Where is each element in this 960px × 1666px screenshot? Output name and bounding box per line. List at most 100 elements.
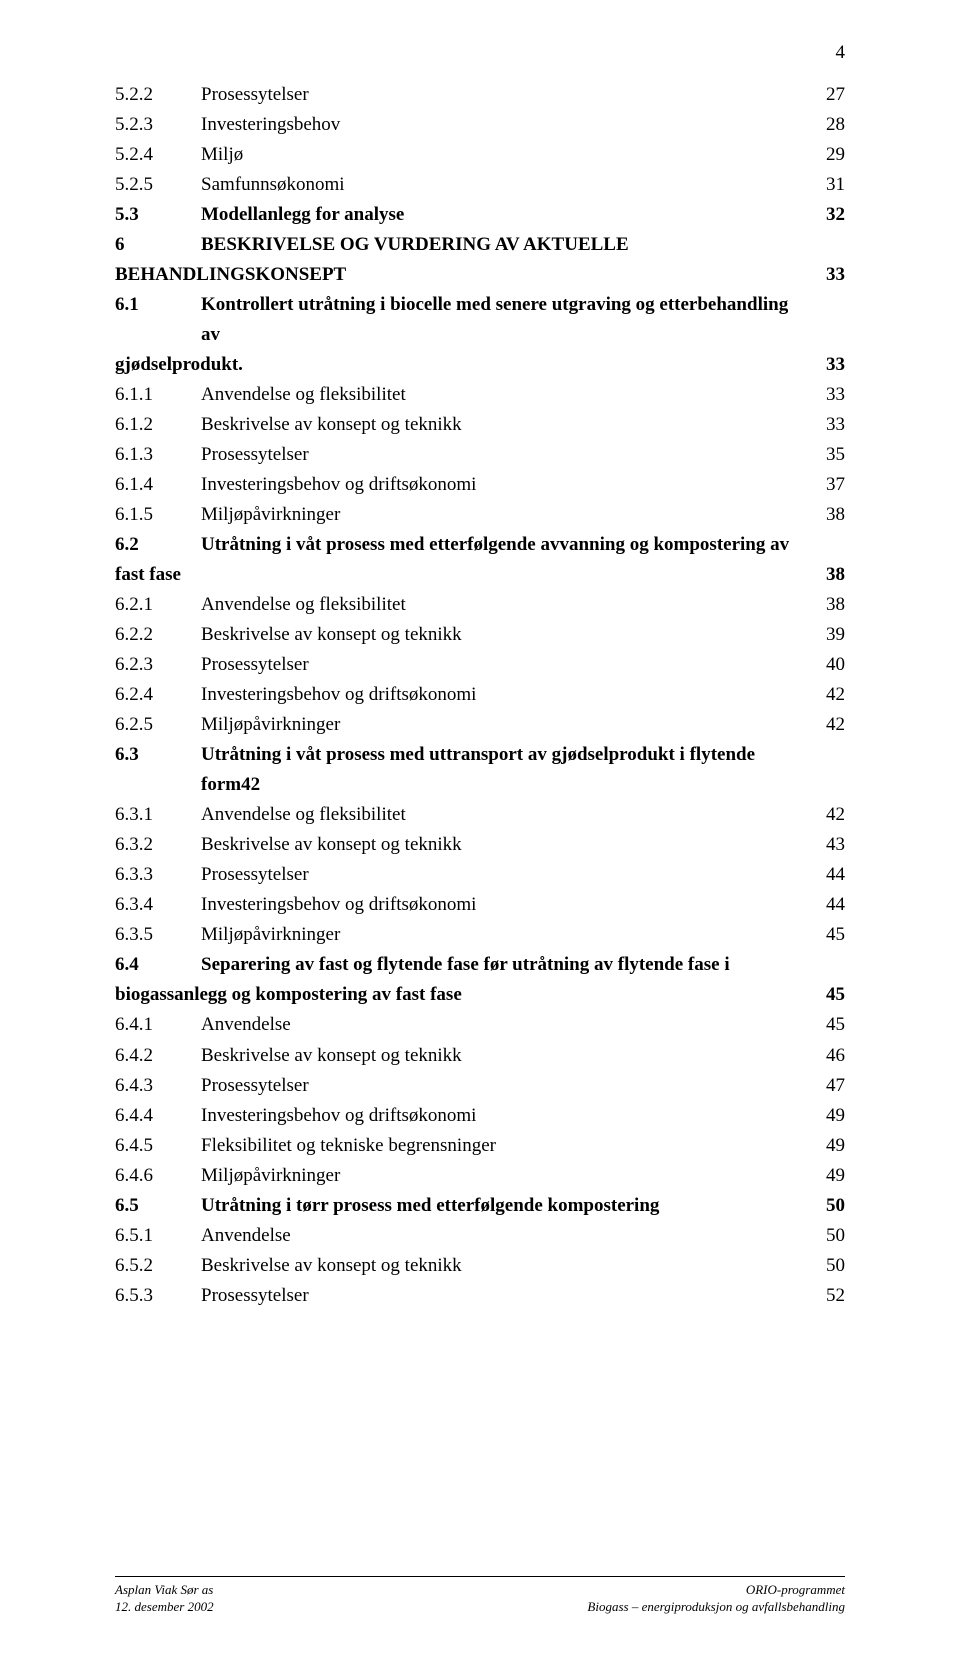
toc-section-label: Beskrivelse av konsept og teknikk [201,410,805,440]
toc-row: 6.4.4Investeringsbehov og driftsøkonomi4… [115,1101,845,1131]
footer-date: 12. desember 2002 [115,1598,214,1616]
toc-row: 6.5.1Anvendelse50 [115,1221,845,1251]
toc-row: 6.3.5Miljøpåvirkninger45 [115,920,845,950]
toc-page-number: 29 [805,140,845,170]
toc-section-number: 6.2.5 [115,710,201,740]
toc-section-number: 6.4.2 [115,1041,201,1071]
toc-section-label: Beskrivelse av konsept og teknikk [201,1041,805,1071]
toc-row: biogassanlegg og kompostering av fast fa… [115,980,845,1010]
toc-row: 6.5.3Prosessytelser52 [115,1281,845,1311]
page-number: 4 [836,42,846,64]
toc-row: 6.4.3Prosessytelser47 [115,1071,845,1101]
toc-page-number: 32 [805,200,845,230]
footer-program: ORIO-programmet [587,1581,845,1599]
toc-section-label: Investeringsbehov og driftsøkonomi [201,680,805,710]
toc-row: 6BESKRIVELSE OG VURDERING AV AKTUELLE [115,230,845,260]
toc-section-number: 6.5.2 [115,1251,201,1281]
toc-page-number: 44 [805,890,845,920]
toc-row: 6.5Utråtning i tørr prosess med etterføl… [115,1191,845,1221]
toc-section-label: Anvendelse og fleksibilitet [201,800,805,830]
toc-page-number: 50 [805,1191,845,1221]
toc-section-label: Miljøpåvirkninger [201,500,805,530]
toc-section-label: Prosessytelser [201,80,805,110]
toc-row: 5.2.3Investeringsbehov28 [115,110,845,140]
toc-page-number: 49 [805,1131,845,1161]
toc-row: 6.2.5Miljøpåvirkninger42 [115,710,845,740]
toc-section-number: 6.3 [115,740,201,770]
toc-section-number: 6.2.2 [115,620,201,650]
toc-row: 6.2Utråtning i våt prosess med etterfølg… [115,530,845,560]
toc-section-number: 6.5 [115,1191,201,1221]
toc-page-number: 38 [805,500,845,530]
toc-section-number: 6.3.5 [115,920,201,950]
toc-section-label: Utråtning i tørr prosess med etterfølgen… [201,1191,805,1221]
toc-row: 6.4.5Fleksibilitet og tekniske begrensni… [115,1131,845,1161]
toc-section-label: Anvendelse [201,1010,805,1040]
toc-section-label: Anvendelse og fleksibilitet [201,590,805,620]
toc-section-label: Samfunnsøkonomi [201,170,805,200]
toc-row: 6.2.4Investeringsbehov og driftsøkonomi4… [115,680,845,710]
toc-row: 6.3Utråtning i våt prosess med uttranspo… [115,740,845,800]
toc-page-number: 42 [805,710,845,740]
toc-section-number: 6.4.6 [115,1161,201,1191]
toc-section-number: 6.2 [115,530,201,560]
toc-section-number: 6.1.1 [115,380,201,410]
toc-section-number: 6.3.2 [115,830,201,860]
toc-section-label: Anvendelse og fleksibilitet [201,380,805,410]
toc-section-number: 5.2.5 [115,170,201,200]
toc-row: 5.2.5Samfunnsøkonomi31 [115,170,845,200]
toc-row: 6.3.4Investeringsbehov og driftsøkonomi4… [115,890,845,920]
table-of-contents: 5.2.2Prosessytelser275.2.3Investeringsbe… [115,80,845,1311]
toc-page-number: 50 [805,1221,845,1251]
toc-page-number: 37 [805,470,845,500]
toc-section-number: 6.2.4 [115,680,201,710]
toc-row: 6.3.2Beskrivelse av konsept og teknikk43 [115,830,845,860]
toc-section-label: Investeringsbehov og driftsøkonomi [201,1101,805,1131]
toc-page-number: 42 [805,800,845,830]
toc-page-number: 31 [805,170,845,200]
toc-section-label: Beskrivelse av konsept og teknikk [201,620,805,650]
toc-section-number: 6.3.1 [115,800,201,830]
toc-section-number: 6.4.1 [115,1010,201,1040]
toc-page-number: 46 [805,1041,845,1071]
toc-section-number: 6.4 [115,950,201,980]
toc-page-number: 33 [805,350,845,380]
toc-row: 6.2.1Anvendelse og fleksibilitet38 [115,590,845,620]
toc-row: 6.1.1Anvendelse og fleksibilitet33 [115,380,845,410]
toc-section-label: gjødselprodukt. [115,350,805,380]
toc-section-number: 6.1.4 [115,470,201,500]
toc-page-number: 39 [805,620,845,650]
toc-section-label: Prosessytelser [201,860,805,890]
toc-row: BEHANDLINGSKONSEPT33 [115,260,845,290]
toc-section-number: 6.1 [115,290,201,320]
toc-section-number: 6.3.3 [115,860,201,890]
toc-page-number: 52 [805,1281,845,1311]
toc-page-number: 49 [805,1161,845,1191]
toc-section-number: 6.2.1 [115,590,201,620]
toc-section-number: 5.2.3 [115,110,201,140]
toc-row: fast fase38 [115,560,845,590]
toc-section-label: Prosessytelser [201,1281,805,1311]
toc-section-label: Prosessytelser [201,650,805,680]
toc-row: 6.1.5Miljøpåvirkninger38 [115,500,845,530]
toc-page-number: 45 [805,920,845,950]
toc-row: 5.2.2Prosessytelser27 [115,80,845,110]
toc-page-number: 38 [805,590,845,620]
toc-section-label: Kontrollert utråtning i biocelle med sen… [201,290,805,350]
toc-row: 6.4.2Beskrivelse av konsept og teknikk46 [115,1041,845,1071]
toc-page-number: 44 [805,860,845,890]
toc-page-number: 33 [805,260,845,290]
toc-row: 6.4Separering av fast og flytende fase f… [115,950,845,980]
footer-subtitle: Biogass – energiproduksjon og avfallsbeh… [587,1598,845,1616]
toc-page-number: 33 [805,410,845,440]
toc-row: 6.2.2Beskrivelse av konsept og teknikk39 [115,620,845,650]
toc-section-label: BEHANDLINGSKONSEPT [115,260,805,290]
toc-row: 6.1.4Investeringsbehov og driftsøkonomi3… [115,470,845,500]
toc-section-label: BESKRIVELSE OG VURDERING AV AKTUELLE [201,230,805,260]
toc-row: 6.2.3Prosessytelser40 [115,650,845,680]
toc-page-number: 47 [805,1071,845,1101]
toc-section-label: Investeringsbehov og driftsøkonomi [201,470,805,500]
footer-left: Asplan Viak Sør as 12. desember 2002 [115,1581,214,1616]
toc-row: 6.4.6Miljøpåvirkninger49 [115,1161,845,1191]
footer-company: Asplan Viak Sør as [115,1581,214,1599]
